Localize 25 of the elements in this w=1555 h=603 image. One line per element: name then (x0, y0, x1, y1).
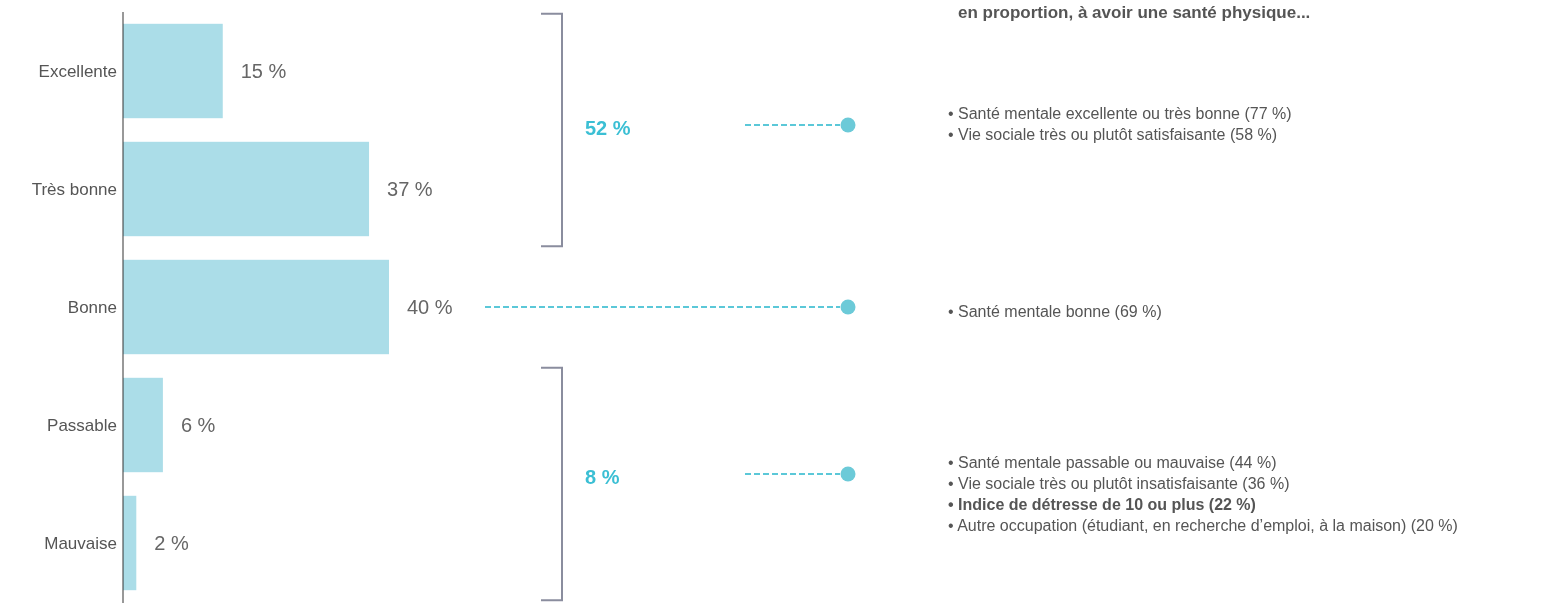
bar (123, 23, 223, 119)
y-tick-label: Mauvaise (44, 533, 117, 553)
bar (123, 377, 163, 473)
text: en proportion, à avoir une santé physique... (958, 3, 1311, 22)
text: • Santé mentale excellente ou très bonne (77 %) (948, 104, 1292, 122)
text: • Vie sociale très ou plutôt insatisfaisante (36 %) (948, 474, 1290, 492)
bar (123, 259, 389, 355)
y-tick-label: Très bonne (31, 179, 117, 199)
y-tick-label: Bonne (67, 297, 117, 317)
data-label: 40 % (407, 296, 453, 318)
text: • Santé mentale bonne (69 %) (948, 302, 1162, 320)
text: 8 % (585, 466, 620, 488)
bar (123, 141, 370, 237)
text: • Vie sociale très ou plutôt satisfaisante (58 %) (948, 125, 1278, 143)
data-label: 2 % (154, 532, 189, 554)
data-label: 6 % (180, 414, 216, 436)
bar (123, 495, 137, 591)
text: • Santé mentale passable ou mauvaise (44 %) (948, 453, 1277, 471)
text: • Autre occupation (étudiant, en recherche d’emploi, à la maison) (20 %) (948, 516, 1458, 534)
data-label: 37 % (387, 178, 433, 200)
text: • Indice de détresse de 10 ou plus (22 %) (948, 495, 1256, 513)
y-tick-label: Passable (47, 415, 117, 435)
y-tick-label: Excellente (38, 61, 117, 81)
data-label: 15 % (240, 60, 287, 82)
text: 52 % (585, 117, 631, 139)
